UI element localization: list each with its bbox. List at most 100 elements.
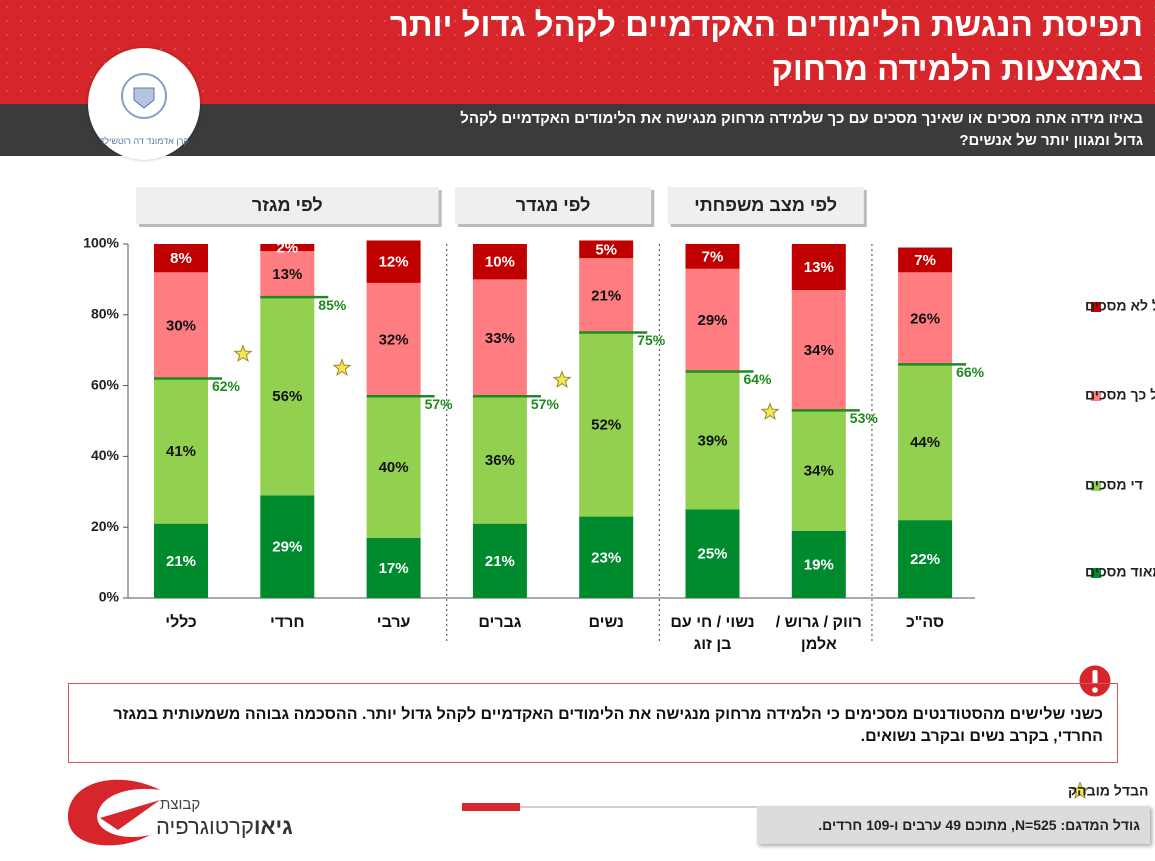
legend-label: כלל לא מסכים: [1085, 298, 1155, 314]
data-label: 32%: [379, 332, 409, 349]
group-header-label: לפי מגדר: [516, 195, 591, 215]
bar-segment: [260, 297, 315, 496]
x-tick-label: סה"כ: [905, 614, 945, 631]
legend-swatch: [1091, 481, 1101, 491]
data-label: 2%: [276, 240, 298, 257]
agree-total-label: 75%: [637, 332, 666, 348]
accent-line: [520, 806, 760, 808]
title-line: תפיסת הנגשת הלימודים האקדמיים לקהל גדול …: [389, 6, 1143, 43]
significance-star: [332, 358, 352, 377]
legend-label: לא כל כך מסכים: [1085, 387, 1155, 403]
title-line: באמצעות הלמידה מרחוק: [771, 50, 1143, 87]
bar-segment: [579, 258, 634, 333]
legend-label: די מסכים: [1085, 477, 1143, 493]
bar-segment: [579, 240, 634, 259]
data-label: 10%: [485, 254, 515, 271]
agree-total-label: 85%: [318, 297, 347, 313]
data-label: 52%: [591, 417, 621, 434]
brand-swoosh-inner: [100, 800, 160, 830]
agree-total-label: 66%: [956, 364, 985, 380]
data-label: 21%: [166, 553, 196, 570]
agree-total-label: 57%: [425, 396, 454, 412]
bar-segment: [260, 251, 315, 298]
y-tick-label: 100%: [83, 235, 119, 251]
group-header-label: לפי מצב משפחתי: [694, 195, 837, 215]
bar-segment: [260, 495, 315, 598]
bar-segment: [472, 244, 527, 280]
data-label: 7%: [914, 252, 936, 269]
data-label: 12%: [379, 254, 409, 271]
agree-total-label: 64%: [743, 371, 772, 387]
data-label: 44%: [910, 434, 940, 451]
data-label: 40%: [379, 459, 409, 476]
bar-segment: [685, 371, 740, 510]
data-label: 30%: [166, 317, 196, 334]
data-label: 21%: [591, 287, 621, 304]
data-label: 21%: [485, 553, 515, 570]
foundation-logo: קרן אדמונד דה רוטשילד: [88, 48, 200, 160]
agree-total-label: 62%: [212, 378, 241, 394]
bar-segment: [366, 537, 421, 598]
bar-segment: [366, 240, 421, 283]
data-label: 56%: [272, 388, 302, 405]
data-label: 22%: [910, 551, 940, 568]
brand-name: גיאוקרטוגרפיה: [156, 814, 293, 840]
bar-segment: [154, 244, 208, 273]
brand-rest: קרטוגרפיה: [156, 814, 254, 839]
data-label: 7%: [702, 248, 724, 265]
x-tick-label: חרדי: [270, 614, 305, 631]
y-tick-label: 0%: [99, 589, 120, 605]
title-bar: תפיסת הנגשת הלימודים האקדמיים לקהל גדול …: [0, 0, 1155, 104]
brand-prefix: קבוצת: [160, 796, 201, 813]
bar-segment: [579, 516, 634, 598]
question-line: באיזו מידה אתה מסכים או שאינך מסכים עם כ…: [460, 110, 1143, 127]
group-header: [454, 187, 652, 224]
bar-segment: [791, 290, 846, 411]
emblem-shield: [133, 87, 155, 109]
bar-segment: [898, 247, 953, 273]
data-label: 41%: [166, 443, 196, 460]
data-label: 33%: [485, 330, 515, 347]
bar-segment: [260, 244, 315, 252]
data-label: 36%: [485, 452, 515, 469]
logo-emblem: [121, 73, 167, 119]
data-label: 26%: [910, 310, 940, 327]
x-tick-label: נשוי / חי עם בן זוג: [670, 614, 755, 653]
emblem-ring: [121, 73, 167, 119]
callout-text: כשני שלישים מהסטודנטים מסכימים כי הלמידה…: [113, 706, 1103, 745]
bar-segment: [791, 410, 846, 531]
data-label: 8%: [170, 250, 192, 267]
question-line: גדול ומגוון יותר של אנשים?: [959, 132, 1143, 149]
agree-total-label: 57%: [531, 396, 560, 412]
significance-legend-label: הבדל מובהק: [1068, 783, 1148, 799]
legend-label: מאוד מסכים: [1085, 564, 1155, 580]
data-label: 29%: [697, 312, 727, 329]
data-label: 19%: [804, 556, 834, 573]
callout-box: כשני שלישים מהסטודנטים מסכימים כי הלמידה…: [68, 683, 1118, 763]
data-label: 34%: [804, 342, 834, 359]
bar-segment: [898, 364, 953, 521]
bar-segment: [154, 272, 208, 379]
x-tick-label: רווק / גרוש / אלמן: [775, 614, 862, 653]
significance-star: [760, 402, 780, 421]
data-label: 39%: [697, 432, 727, 449]
y-tick-label: 80%: [91, 306, 120, 322]
group-header: [667, 187, 864, 224]
bar-segment: [366, 282, 421, 397]
legend-swatch: [1091, 302, 1101, 312]
significance-legend-star: [1070, 781, 1090, 800]
data-label: 5%: [595, 241, 617, 258]
y-tick-label: 20%: [91, 518, 120, 534]
x-tick-label: ערבי: [376, 614, 411, 631]
data-label: 29%: [272, 539, 302, 556]
data-label: 23%: [591, 549, 621, 566]
y-tick-label: 40%: [91, 447, 120, 463]
bar-segment: [685, 268, 740, 372]
bar-segment: [154, 523, 208, 598]
legend-swatch: [1091, 568, 1101, 578]
data-label: 17%: [379, 560, 409, 577]
bar-segment: [579, 332, 634, 517]
brand-swoosh: [67, 779, 160, 846]
alert-dot: [1092, 687, 1098, 693]
